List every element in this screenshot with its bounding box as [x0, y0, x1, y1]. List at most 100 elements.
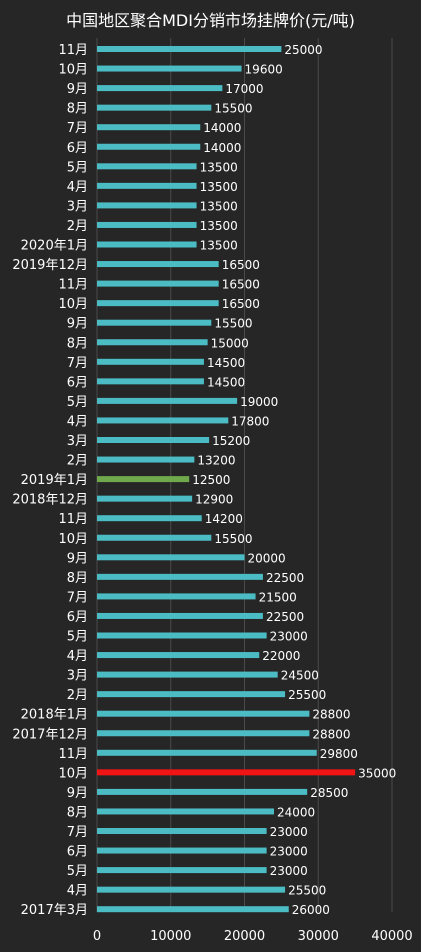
data-label-38: 28500: [310, 786, 348, 800]
data-label-26: 20000: [248, 551, 286, 565]
data-label-28: 21500: [259, 590, 297, 604]
bar-0: [97, 46, 282, 52]
bar-41: [97, 847, 267, 854]
bar-25: [97, 534, 212, 541]
bar-18: [97, 397, 238, 404]
data-label-32: 24500: [281, 669, 319, 683]
bar-4: [97, 124, 201, 131]
category-label-30: 5月: [67, 630, 88, 645]
category-label-6: 5月: [67, 160, 88, 175]
category-label-19: 4月: [67, 414, 88, 429]
category-label-3: 8月: [67, 102, 88, 117]
bar-35: [97, 730, 310, 737]
data-label-33: 25500: [288, 688, 326, 702]
x-tick-label-1: 10000: [150, 929, 191, 944]
bar-43: [97, 886, 286, 893]
bar-30: [97, 632, 267, 639]
data-label-14: 15500: [214, 317, 252, 331]
category-label-35: 2017年12月: [12, 727, 88, 742]
category-label-17: 6月: [67, 375, 88, 390]
data-label-2: 17000: [225, 82, 263, 96]
data-label-11: 16500: [222, 258, 260, 272]
data-label-7: 13500: [200, 180, 238, 194]
category-label-18: 5月: [67, 395, 88, 410]
bars: [97, 46, 356, 913]
data-label-15: 15000: [211, 336, 249, 350]
bar-33: [97, 691, 286, 698]
data-label-44: 26000: [292, 903, 330, 917]
category-label-31: 4月: [67, 649, 88, 664]
category-label-16: 7月: [67, 356, 88, 371]
category-label-41: 6月: [67, 845, 88, 860]
bar-1: [97, 65, 242, 72]
x-tick-label-0: 0: [93, 929, 101, 944]
category-label-2: 9月: [67, 82, 88, 97]
category-label-8: 3月: [67, 199, 88, 214]
bar-15: [97, 339, 208, 346]
category-label-37: 10月: [58, 766, 88, 781]
data-label-42: 23000: [270, 864, 308, 878]
data-label-40: 23000: [270, 825, 308, 839]
data-label-37: 35000: [358, 766, 396, 780]
category-label-1: 10月: [58, 63, 88, 78]
category-label-14: 9月: [67, 317, 88, 332]
bar-29: [97, 612, 263, 619]
x-tick-label-3: 30000: [298, 929, 339, 944]
data-label-6: 13500: [200, 160, 238, 174]
data-label-8: 13500: [200, 199, 238, 213]
bar-39: [97, 808, 274, 815]
category-label-4: 7月: [67, 121, 88, 136]
data-label-5: 14000: [203, 141, 241, 155]
category-label-10: 2020年1月: [21, 239, 88, 254]
category-label-36: 11月: [58, 747, 88, 762]
bar-42: [97, 867, 267, 874]
bar-10: [97, 241, 197, 248]
x-axis-ticks: 0 10000 20000 30000 40000: [93, 929, 413, 944]
data-label-4: 14000: [203, 121, 241, 135]
bar-44: [97, 906, 289, 913]
data-label-21: 13200: [197, 454, 235, 468]
data-label-18: 19000: [240, 395, 278, 409]
category-label-29: 6月: [67, 610, 88, 625]
category-label-32: 3月: [67, 669, 88, 684]
bar-5: [97, 143, 201, 150]
data-label-19: 17800: [231, 414, 269, 428]
data-label-22: 12500: [192, 473, 230, 487]
bar-6: [97, 163, 197, 170]
data-label-29: 22500: [266, 610, 304, 624]
category-label-27: 8月: [67, 571, 88, 586]
category-label-12: 11月: [58, 278, 88, 293]
data-label-31: 22000: [262, 649, 300, 663]
bar-26: [97, 554, 245, 561]
category-label-23: 2018年12月: [12, 493, 88, 508]
data-label-1: 19600: [245, 63, 283, 77]
category-label-7: 4月: [67, 180, 88, 195]
category-label-42: 5月: [67, 864, 88, 879]
category-label-0: 11月: [58, 43, 88, 58]
bar-32: [97, 671, 278, 678]
bar-3: [97, 104, 212, 111]
category-label-28: 7月: [67, 590, 88, 605]
data-label-41: 23000: [270, 845, 308, 859]
data-label-13: 16500: [222, 297, 260, 311]
bar-28: [97, 593, 256, 600]
data-label-17: 14500: [207, 375, 245, 389]
category-label-9: 2月: [67, 219, 88, 234]
bar-21: [97, 456, 195, 463]
bar-7: [97, 182, 197, 189]
bar-9: [97, 221, 197, 228]
category-label-24: 11月: [58, 512, 88, 527]
data-label-27: 22500: [266, 571, 304, 585]
category-label-25: 10月: [58, 532, 88, 547]
data-label-0: 25000: [284, 43, 322, 57]
category-label-34: 2018年1月: [21, 708, 88, 723]
data-label-25: 15500: [214, 532, 252, 546]
data-label-9: 13500: [200, 219, 238, 233]
bar-23: [97, 495, 193, 502]
bar-36: [97, 749, 317, 756]
category-label-40: 7月: [67, 825, 88, 840]
category-labels: 11月 10月 9月 8月 7月 6月 5月 4月 3月 2月 2020年1月 2019年12月 11月…: [12, 43, 88, 918]
bar-16: [97, 358, 204, 365]
